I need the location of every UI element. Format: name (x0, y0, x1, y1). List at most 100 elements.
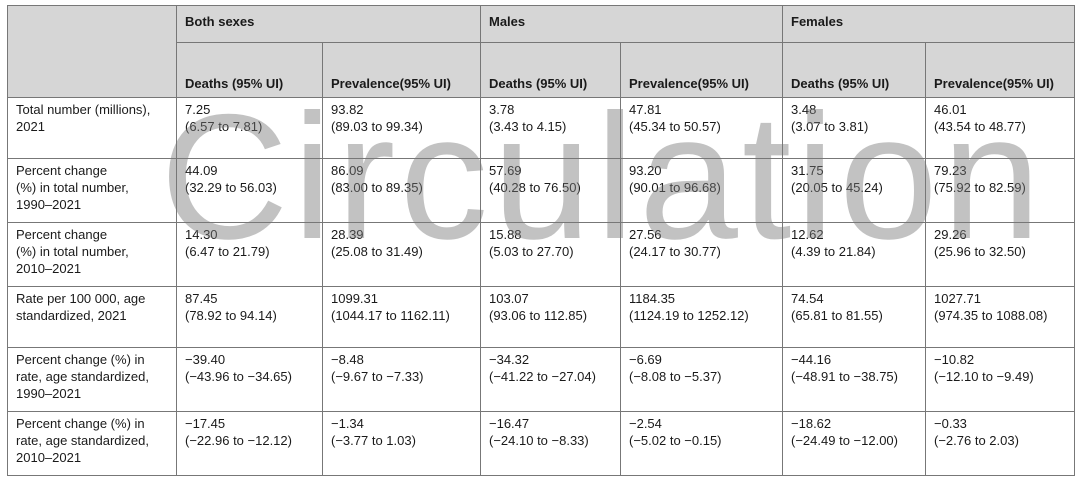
cell-estimate: 7.25 (185, 102, 211, 117)
header-deaths: Deaths (95% UI) (176, 42, 323, 98)
cell-interval: (6.57 to 7.81) (185, 119, 263, 134)
cell-estimate: 1099.31 (331, 291, 378, 306)
table-row: Percent change (%) in rate, age standardi… (7, 347, 1076, 412)
table-cell: −18.62 (−24.49 to −12.00) (782, 411, 927, 476)
table-cell: −34.32 (−41.22 to −27.04) (480, 347, 621, 412)
cell-interval: (1124.19 to 1252.12) (629, 308, 749, 323)
table-cell: 93.82 (89.03 to 99.34) (322, 97, 481, 159)
table-row: Percent change (%) in total number, 1990–2… (7, 158, 1076, 223)
table-cell: −10.82 (−12.10 to −9.49) (925, 347, 1076, 412)
cell-estimate: 27.56 (629, 227, 662, 242)
cell-estimate: 103.07 (489, 291, 529, 306)
table-cell: 1099.31 (1044.17 to 1162.11) (322, 286, 481, 348)
table-cell: 47.81 (45.34 to 50.57) (619, 97, 784, 159)
cell-interval: (65.81 to 81.55) (791, 308, 883, 323)
table-cell: 12.62 (4.39 to 21.84) (782, 222, 927, 287)
header-row-groups: Both sexes Males Females (7, 5, 1076, 98)
table-cell: −2.54 (−5.02 to −0.15) (619, 411, 784, 476)
cell-interval: (40.28 to 76.50) (489, 180, 581, 195)
cell-estimate: 12.62 (791, 227, 824, 242)
table-cell: 1184.35 (1124.19 to 1252.12) (619, 286, 784, 348)
cell-interval: (43.54 to 48.77) (934, 119, 1026, 134)
table-cell: 87.45 (78.92 to 94.14) (176, 286, 323, 348)
cell-interval: (32.29 to 56.03) (185, 180, 277, 195)
cell-estimate: −18.62 (791, 416, 832, 431)
cell-estimate: −34.32 (489, 352, 530, 367)
cell-interval: (93.06 to 112.85) (489, 308, 588, 323)
cell-estimate: 28.39 (331, 227, 364, 242)
cell-estimate: 31.75 (791, 163, 824, 178)
table-cell: 44.09 (32.29 to 56.03) (176, 158, 323, 223)
cell-interval: (974.35 to 1088.08) (934, 308, 1048, 323)
cell-interval: (6.47 to 21.79) (185, 244, 270, 259)
table-cell: 14.30 (6.47 to 21.79) (176, 222, 323, 287)
cell-estimate: 1184.35 (629, 291, 676, 306)
row-label: Rate per 100 000, age standardized, 2021 (7, 286, 177, 348)
row-label: Percent change (%) in total number, 2010–2… (7, 222, 177, 287)
table-cell: 7.25 (6.57 to 7.81) (176, 97, 323, 159)
cell-estimate: −16.47 (489, 416, 530, 431)
table-cell: 3.48 (3.07 to 3.81) (782, 97, 927, 159)
cell-interval: (83.00 to 89.35) (331, 180, 423, 195)
cell-interval: (−43.96 to −34.65) (185, 369, 292, 384)
cell-interval: (25.08 to 31.49) (331, 244, 423, 259)
table-cell: 57.69 (40.28 to 76.50) (480, 158, 621, 223)
row-label: Percent change (%) in total number, 1990–2… (7, 158, 177, 223)
row-label: Percent change (%) in rate, age standardi… (7, 411, 177, 476)
table-cell: 93.20 (90.01 to 96.68) (619, 158, 784, 223)
cell-estimate: 74.54 (791, 291, 824, 306)
header-deaths: Deaths (95% UI) (480, 42, 621, 98)
cell-estimate: 86.09 (331, 163, 364, 178)
table-cell: 79.23 (75.92 to 82.59) (925, 158, 1076, 223)
cell-interval: (−3.77 to 1.03) (331, 433, 416, 448)
table-cell: 28.39 (25.08 to 31.49) (322, 222, 481, 287)
header-group-females: Females (782, 5, 1076, 43)
cell-estimate: 57.69 (489, 163, 522, 178)
cell-estimate: 44.09 (185, 163, 218, 178)
table-cell: 103.07 (93.06 to 112.85) (480, 286, 621, 348)
table-cell: −39.40 (−43.96 to −34.65) (176, 347, 323, 412)
table-cell: 74.54 (65.81 to 81.55) (782, 286, 927, 348)
table-cell: −6.69 (−8.08 to −5.37) (619, 347, 784, 412)
cell-estimate: 79.23 (934, 163, 967, 178)
table-cell: −16.47 (−24.10 to −8.33) (480, 411, 621, 476)
table-cell: 27.56 (24.17 to 30.77) (619, 222, 784, 287)
cell-interval: (75.92 to 82.59) (934, 180, 1026, 195)
cell-estimate: 93.20 (629, 163, 662, 178)
table-cell: 31.75 (20.05 to 45.24) (782, 158, 927, 223)
table-cell: 15.88 (5.03 to 27.70) (480, 222, 621, 287)
cell-interval: (4.39 to 21.84) (791, 244, 876, 259)
cell-interval: (−41.22 to −27.04) (489, 369, 596, 384)
data-table: Both sexes Males Females Deaths (95% UI)… (7, 5, 1076, 476)
cell-estimate: −6.69 (629, 352, 662, 367)
cell-interval: (−9.67 to −7.33) (331, 369, 424, 384)
table-cell: 3.78 (3.43 to 4.15) (480, 97, 621, 159)
cell-estimate: 46.01 (934, 102, 967, 117)
header-row-measures: Deaths (95% UI) Prevalence(95% UI) Death… (8, 42, 1076, 98)
data-table-container: Both sexes Males Females Deaths (95% UI)… (7, 5, 1076, 478)
cell-estimate: 93.82 (331, 102, 364, 117)
cell-interval: (90.01 to 96.68) (629, 180, 721, 195)
cell-estimate: 1027.71 (934, 291, 982, 306)
cell-interval: (−24.10 to −8.33) (489, 433, 589, 448)
cell-estimate: −2.54 (629, 416, 662, 431)
cell-interval: (5.03 to 27.70) (489, 244, 574, 259)
row-label: Percent change (%) in rate, age standardi… (7, 347, 177, 412)
cell-interval: (−5.02 to −0.15) (629, 433, 722, 448)
cell-interval: (20.05 to 45.24) (791, 180, 883, 195)
table-cell: −1.34 (−3.77 to 1.03) (322, 411, 481, 476)
cell-interval: (45.34 to 50.57) (629, 119, 721, 134)
header-group-males: Males (479, 5, 784, 43)
cell-estimate: −44.16 (791, 352, 832, 367)
cell-interval: (24.17 to 30.77) (629, 244, 721, 259)
cell-estimate: 15.88 (489, 227, 522, 242)
cell-interval: (−8.08 to −5.37) (629, 369, 722, 384)
header-corner (7, 5, 177, 98)
header-group-both-sexes: Both sexes (176, 5, 481, 43)
cell-estimate: 87.45 (185, 291, 218, 306)
header-prevalence: Prevalence(95% UI) (619, 42, 784, 98)
table-row: Percent change (%) in rate, age standardi… (7, 411, 1076, 476)
cell-estimate: 14.30 (185, 227, 218, 242)
header-deaths: Deaths (95% UI) (782, 42, 927, 98)
cell-interval: (78.92 to 94.14) (185, 308, 277, 323)
